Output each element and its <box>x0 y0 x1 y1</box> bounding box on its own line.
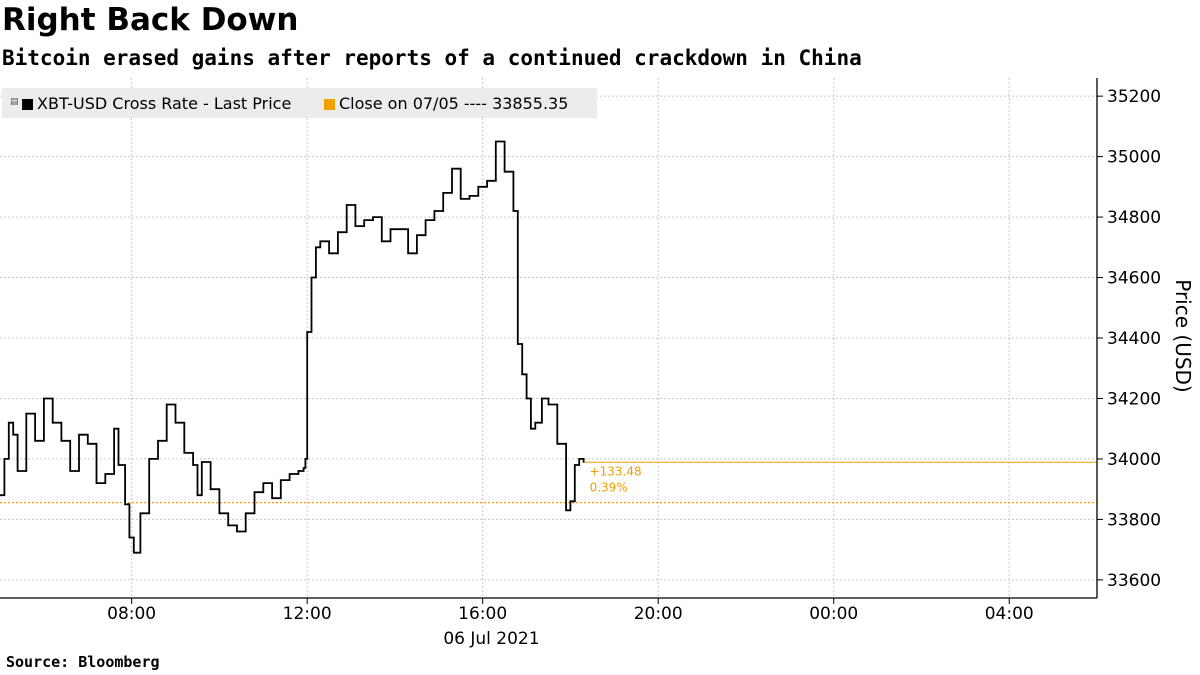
legend-toggle-icon[interactable]: ▤ <box>10 97 19 107</box>
y-tick-label: 33600 <box>1107 571 1161 591</box>
x-tick-label: 20:00 <box>634 604 683 624</box>
x-tick-label: 04:00 <box>985 604 1034 624</box>
x-tick-label: 12:00 <box>283 604 332 624</box>
legend: ▤ XBT-USD Cross Rate - Last Price Close … <box>2 88 597 118</box>
x-tick-label: 00:00 <box>809 604 858 624</box>
y-tick-label: 35000 <box>1107 148 1161 168</box>
chart-subtitle: Bitcoin erased gains after reports of a … <box>2 46 862 70</box>
legend-swatch-series <box>22 99 33 110</box>
y-axis-title: Price (USD) <box>1171 279 1195 393</box>
chart-title: Right Back Down <box>2 2 299 38</box>
y-tick-label: 34000 <box>1107 450 1161 470</box>
legend-label-close: Close on 07/05 ---- 33855.35 <box>339 94 569 113</box>
source-note: Source: Bloomberg <box>6 653 160 671</box>
close-reference-line <box>0 461 1097 504</box>
y-tick-label: 34600 <box>1107 269 1161 289</box>
y-tick-label: 34200 <box>1107 389 1161 409</box>
date-label: 06 Jul 2021 <box>443 629 539 649</box>
legend-swatch-close <box>324 99 335 110</box>
change-annotation: +133.48 0.39% <box>590 464 642 494</box>
price-line <box>0 140 585 554</box>
legend-item-series: XBT-USD Cross Rate - Last Price <box>22 94 291 113</box>
y-tick-label: 34800 <box>1107 208 1161 228</box>
axes <box>0 78 1103 604</box>
y-tick-label: 35200 <box>1107 87 1161 107</box>
y-tick-label: 34400 <box>1107 329 1161 349</box>
change-percent: 0.39% <box>590 480 628 494</box>
tick-labels: 33600 33800 34000 34200 34400 34600 34800 35000… <box>107 87 1195 649</box>
legend-label-series: XBT-USD Cross Rate - Last Price <box>37 94 292 113</box>
x-tick-label: 16:00 <box>458 604 507 624</box>
legend-item-close: Close on 07/05 ---- 33855.35 <box>324 94 568 113</box>
y-tick-label: 33800 <box>1107 510 1161 530</box>
price-series <box>0 140 585 554</box>
gridlines <box>0 78 1097 598</box>
x-tick-label: 08:00 <box>107 604 156 624</box>
change-value: +133.48 <box>590 464 642 478</box>
